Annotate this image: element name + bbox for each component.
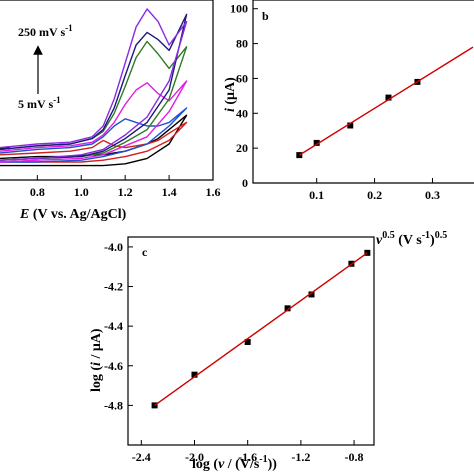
y-tick-label: -4.6 xyxy=(104,359,123,373)
data-point xyxy=(313,139,320,146)
x-axis-label: log (v / (V/s-1)) xyxy=(192,454,277,472)
y-tick-label: 0 xyxy=(242,176,248,190)
frame-c xyxy=(127,236,375,446)
annotation: 5 mV s-1 xyxy=(18,95,61,111)
data-point xyxy=(308,291,315,298)
x-tick-label: 0.2 xyxy=(367,188,382,202)
y-tick-label: 20 xyxy=(236,141,248,155)
y-tick-label: -4.4 xyxy=(104,319,123,333)
cv-curve xyxy=(0,121,188,163)
fit-line xyxy=(298,46,474,156)
cv-curve xyxy=(0,107,188,163)
frame-b xyxy=(252,0,474,184)
x-tick-label: 1.4 xyxy=(162,185,177,199)
cv-curve xyxy=(0,8,188,161)
y-tick-label: -4.8 xyxy=(104,398,123,412)
y-tick-label: 40 xyxy=(236,106,248,120)
x-tick-label: -2.0 xyxy=(185,450,204,464)
data-point xyxy=(385,94,392,101)
data-point xyxy=(244,338,251,345)
y-axis-label: log (i / μA) xyxy=(89,328,104,392)
x-tick-label: 1.0 xyxy=(74,185,89,199)
y-tick-label: 80 xyxy=(236,37,248,51)
x-tick-label: -2.4 xyxy=(132,450,151,464)
x-tick-label: -0.8 xyxy=(345,450,364,464)
x-tick-label: 1.6 xyxy=(206,185,221,199)
x-axis-label: E (V vs. Ag/AgCl) xyxy=(19,207,127,222)
data-point xyxy=(347,122,354,129)
x-tick-label: 1.2 xyxy=(118,185,133,199)
x-tick-label: -1.2 xyxy=(291,450,310,464)
x-tick-label: 0.3 xyxy=(425,188,440,202)
cv-curve xyxy=(0,80,188,163)
cv-curve xyxy=(0,13,188,161)
x-tick-label: -1.6 xyxy=(238,450,257,464)
panel-label: b xyxy=(262,9,269,23)
fit-line xyxy=(154,252,368,406)
y-axis-label: i (μA) xyxy=(223,77,238,112)
y-tick-label: 100 xyxy=(230,2,248,16)
panel-label: c xyxy=(142,245,148,259)
data-point xyxy=(191,371,198,378)
y-tick-label: 60 xyxy=(236,71,248,85)
data-point xyxy=(284,305,291,312)
frame-a xyxy=(0,0,214,181)
x-axis-label: v0.5 (V s-1)0.5 xyxy=(376,230,447,248)
annotation: 250 mV s-1 xyxy=(18,23,73,39)
x-tick-label: 0.8 xyxy=(30,185,45,199)
y-tick-label: -4.0 xyxy=(104,240,123,254)
x-tick-label: 0.1 xyxy=(309,188,324,202)
y-tick-label: -4.2 xyxy=(104,280,123,294)
